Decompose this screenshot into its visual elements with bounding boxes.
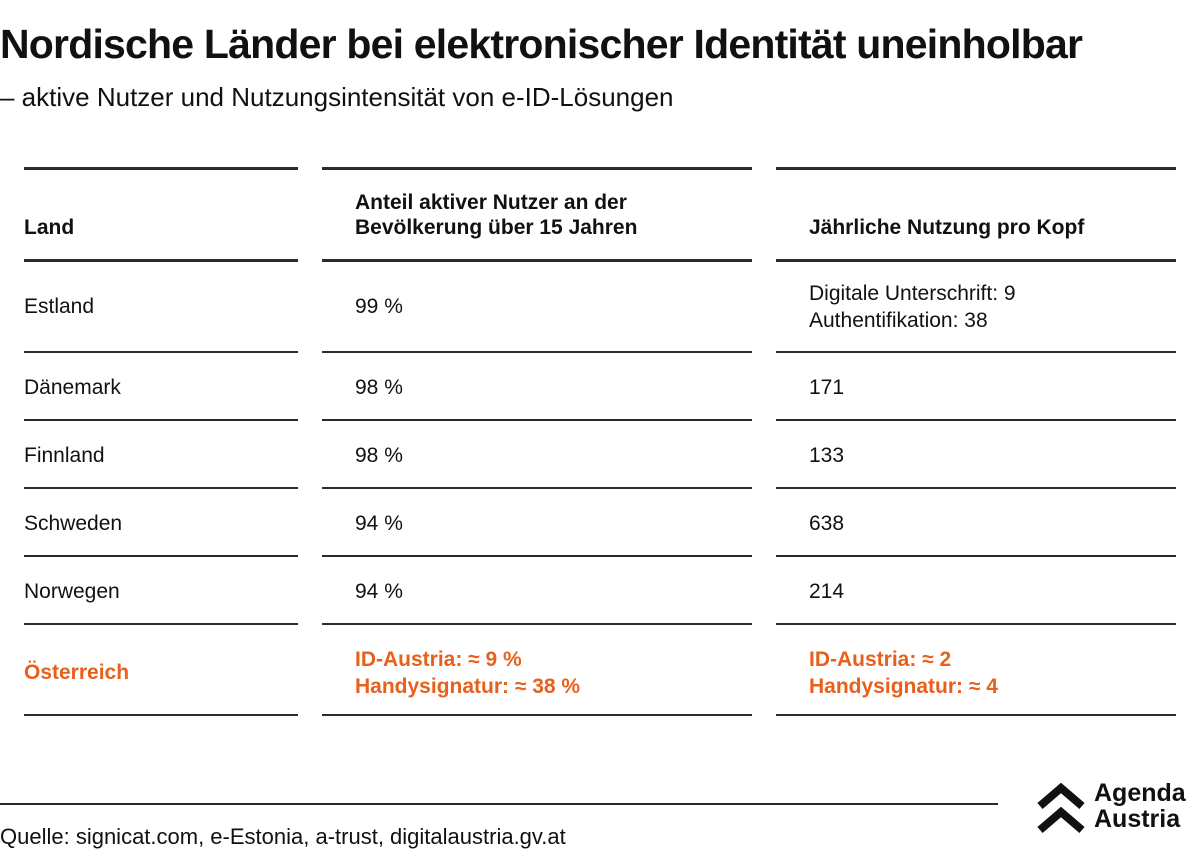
- table-cell-nutzung-line1: Digitale Unterschrift: 9: [809, 282, 1016, 305]
- row-divider: [322, 351, 752, 353]
- row-divider: [24, 487, 298, 489]
- footer-divider: [0, 803, 998, 805]
- row-divider: [322, 714, 752, 716]
- chart-subtitle: – aktive Nutzer und Nutzungsintensität v…: [0, 82, 674, 112]
- row-divider: [776, 487, 1176, 489]
- table-cell-land: Norwegen: [24, 580, 120, 603]
- chevron-logo-icon: [1037, 782, 1085, 834]
- chart-title: Nordische Länder bei elektronischer Iden…: [0, 21, 1083, 67]
- table-cell-nutzung-line2: Handysignatur: ≈ 4: [809, 675, 998, 698]
- table-cell-anteil: 94 %: [355, 580, 403, 603]
- row-divider: [24, 714, 298, 716]
- table-cell-anteil: 94 %: [355, 512, 403, 535]
- row-divider: [776, 555, 1176, 557]
- table-cell-anteil-line1: ID-Austria: ≈ 9 %: [355, 648, 522, 671]
- header-bottom-rule-col2: [322, 259, 752, 262]
- header-top-rule-col3: [776, 167, 1176, 170]
- table-cell-anteil: 98 %: [355, 444, 403, 467]
- header-anteil-line2: Bevölkerung über 15 Jahren: [355, 216, 638, 239]
- table-cell-nutzung: 214: [809, 580, 845, 603]
- header-land: Land: [24, 216, 75, 239]
- row-divider: [322, 555, 752, 557]
- table-cell-land: Schweden: [24, 512, 123, 535]
- row-divider: [776, 351, 1176, 353]
- header-bottom-rule-col1: [24, 259, 298, 262]
- agenda-austria-logo: Agenda Austria: [1036, 780, 1200, 840]
- row-divider: [24, 623, 298, 625]
- table-cell-land: Dänemark: [24, 376, 121, 399]
- row-divider: [24, 555, 298, 557]
- table-cell-nutzung-line2: Authentifikation: 38: [809, 309, 988, 332]
- source-note: Quelle: signicat.com, e-Estonia, a-trust…: [0, 824, 566, 849]
- row-divider: [24, 351, 298, 353]
- table-cell-nutzung: 171: [809, 376, 845, 399]
- row-divider: [776, 714, 1176, 716]
- row-divider: [776, 419, 1176, 421]
- header-top-rule-col2: [322, 167, 752, 170]
- row-divider: [322, 623, 752, 625]
- row-divider: [776, 623, 1176, 625]
- table-cell-land: Finnland: [24, 444, 105, 467]
- header-bottom-rule-col3: [776, 259, 1176, 262]
- table-cell-anteil: 98 %: [355, 376, 403, 399]
- table-cell-anteil: 99 %: [355, 295, 403, 318]
- table-cell-land: Estland: [24, 295, 95, 318]
- row-divider: [322, 419, 752, 421]
- header-nutzung: Jährliche Nutzung pro Kopf: [809, 216, 1085, 239]
- logo-wordmark: Agenda Austria: [1094, 780, 1186, 832]
- table-cell-anteil-line2: Handysignatur: ≈ 38 %: [355, 675, 581, 698]
- logo-line2: Austria: [1094, 805, 1181, 833]
- row-divider: [322, 487, 752, 489]
- row-divider: [24, 419, 298, 421]
- table-cell-nutzung-line1: ID-Austria: ≈ 2: [809, 648, 952, 671]
- table-cell-land-highlight: Österreich: [24, 661, 130, 684]
- header-top-rule-col1: [24, 167, 298, 170]
- header-anteil-line1: Anteil aktiver Nutzer an der: [355, 191, 627, 214]
- table-cell-nutzung: 638: [809, 512, 845, 535]
- logo-line1: Agenda: [1094, 779, 1186, 807]
- table-cell-nutzung: 133: [809, 444, 845, 467]
